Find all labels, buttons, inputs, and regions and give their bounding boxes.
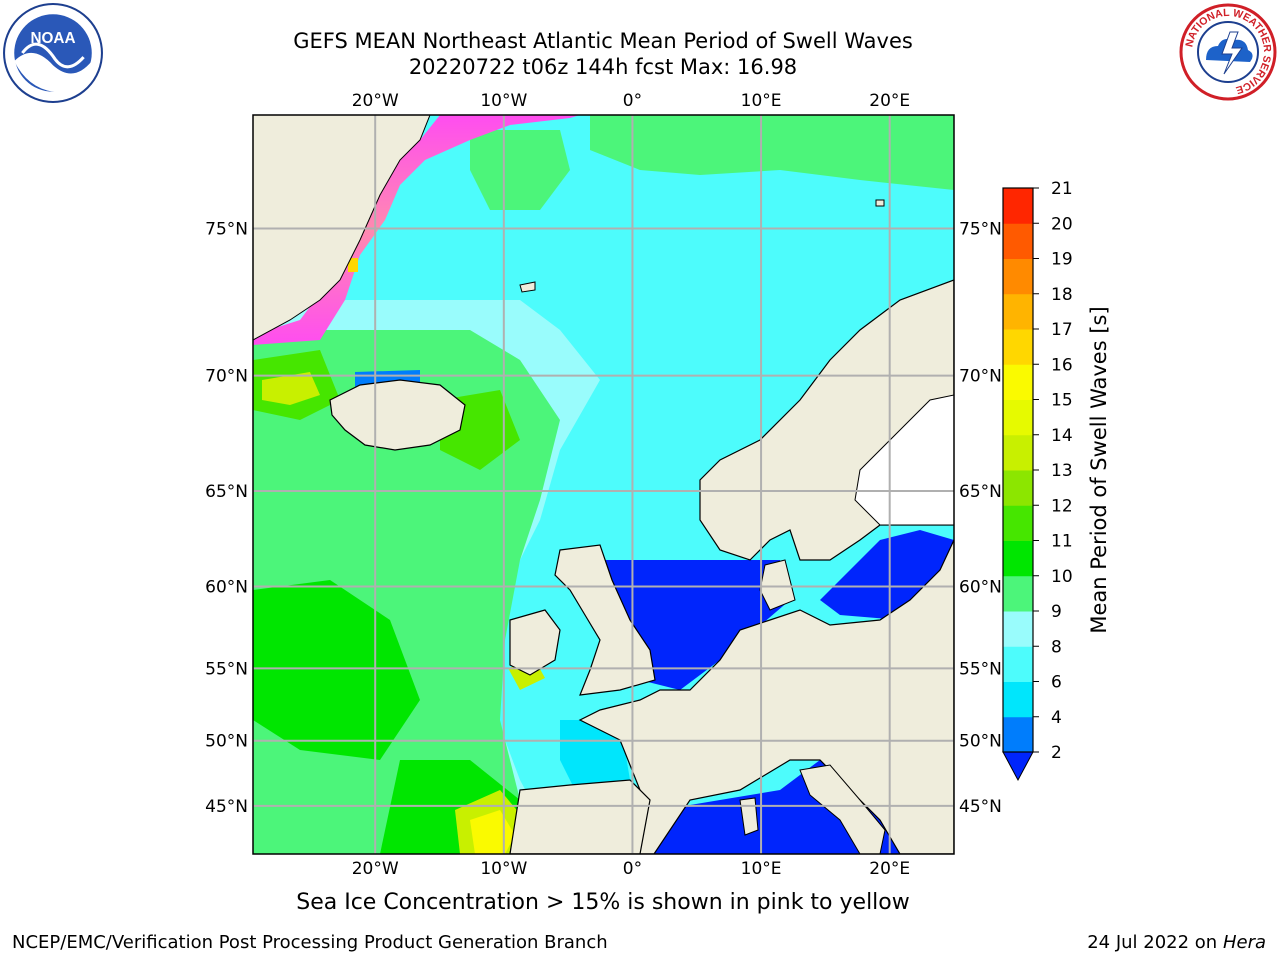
colorbar-tick-label: 8 <box>1051 637 1062 657</box>
lon-label-bottom: 10°E <box>741 859 782 879</box>
land-italy <box>799 764 886 854</box>
lon-label-top: 20°W <box>352 91 399 111</box>
colorbar-band <box>1003 470 1033 506</box>
colorbar-tick-label: 20 <box>1051 214 1073 234</box>
lat-label-left: 45°N <box>205 797 248 817</box>
colorbar-tick-label: 19 <box>1051 250 1073 270</box>
colorbar-label: Mean Period of Swell Waves [s] <box>1087 306 1111 633</box>
colorbar-tick-label: 10 <box>1051 567 1073 587</box>
map-frame <box>252 114 955 855</box>
gulf-of-bothnia <box>854 394 954 526</box>
swell-band-10-11-west <box>253 580 420 760</box>
land-europe <box>509 539 954 854</box>
colorbar-tick-label: 15 <box>1051 391 1073 411</box>
map-tick-labels: 20°W 20°W 10°W 10°W 0° 0° 10°E 10°E 20°E 20°E 75°N… <box>205 91 1002 879</box>
colorbar-band <box>1003 434 1033 471</box>
lon-label-bottom: 20°E <box>869 859 910 879</box>
nws-logo: NATIONAL WEATHER SERVICE <box>1179 3 1277 101</box>
colorbar-band <box>1003 505 1033 541</box>
colorbar-band <box>1003 329 1033 365</box>
lat-label-right: 75°N <box>959 219 1002 239</box>
colorbar-band <box>1003 364 1033 400</box>
colorbar-band <box>1003 681 1033 718</box>
lat-label-right: 50°N <box>959 732 1002 752</box>
colorbar-tick-label: 11 <box>1051 532 1073 552</box>
sea-ice-edge <box>253 115 580 345</box>
colorbar-band <box>1003 188 1033 224</box>
lat-label-right: 45°N <box>959 797 1002 817</box>
lat-label-left: 70°N <box>205 367 248 387</box>
colorbar: 2 4 6 8 9 10 11 12 13 14 15 16 17 18 19 20 21 <box>1002 179 1073 782</box>
lat-label-right: 55°N <box>959 659 1002 679</box>
lat-label-left: 75°N <box>205 219 248 239</box>
colorbar-band <box>1003 716 1033 753</box>
lat-label-left: 55°N <box>205 659 248 679</box>
land-iceland <box>329 379 466 451</box>
sea-ice-caption: Sea Ice Concentration > 15% is shown in … <box>296 890 910 915</box>
colorbar-tick-label: 16 <box>1051 355 1073 375</box>
lon-label-top: 20°E <box>869 91 910 111</box>
lat-label-left: 65°N <box>205 482 248 502</box>
lat-label-left: 60°N <box>205 577 248 597</box>
colorbar-band <box>1003 540 1033 577</box>
lon-label-bottom: 0° <box>623 859 642 879</box>
footer-host: Hera <box>1222 932 1266 953</box>
footer-credit: NCEP/EMC/Verification Post Processing Pr… <box>12 932 608 953</box>
colorbar-tick-label: 21 <box>1051 179 1073 199</box>
footer-date: 24 Jul 2022 on Hera <box>1087 932 1266 953</box>
lon-label-top: 10°E <box>741 91 782 111</box>
svg-text:NOAA: NOAA <box>31 30 76 47</box>
colorbar-extend-min <box>1002 751 1034 782</box>
noaa-logo: NOAA <box>3 3 103 103</box>
colorbar-band <box>1003 646 1033 682</box>
colorbar-tick-label: 14 <box>1051 426 1073 446</box>
colorbar-band <box>1003 293 1033 330</box>
colorbar-band <box>1003 611 1033 647</box>
map-title: GEFS MEAN Northeast Atlantic Mean Period… <box>293 29 913 53</box>
land-iberia <box>509 779 651 854</box>
lat-label-left: 50°N <box>205 732 248 752</box>
colorbar-tick-label: 4 <box>1051 708 1062 728</box>
colorbar-tick-label: 12 <box>1051 496 1073 516</box>
colorbar-band <box>1003 223 1033 259</box>
colorbar-tick-label: 6 <box>1051 673 1062 693</box>
colorbar-band <box>1003 575 1033 612</box>
colorbar-tick-label: 18 <box>1051 285 1073 305</box>
colorbar-band <box>1003 399 1033 436</box>
land-ireland <box>509 609 561 676</box>
colorbar-tick-label: 9 <box>1051 602 1062 622</box>
lat-label-right: 65°N <box>959 482 1002 502</box>
colorbar-tick-label: 13 <box>1051 461 1073 481</box>
lon-label-bottom: 10°W <box>480 859 527 879</box>
map-subtitle: 20220722 t06z 144h fcst Max: 16.98 <box>408 55 798 79</box>
colorbar-tick-label: 2 <box>1051 743 1062 763</box>
lon-label-top: 0° <box>623 91 642 111</box>
map-panel <box>253 115 954 854</box>
footer-date-text: 24 Jul 2022 on <box>1087 932 1223 953</box>
lon-label-top: 10°W <box>480 91 527 111</box>
map-gridlines <box>253 115 954 854</box>
lat-label-right: 70°N <box>959 367 1002 387</box>
swell-band-4-6-biscay <box>560 720 630 790</box>
colorbar-band <box>1003 258 1033 295</box>
colorbar-tick-label: 17 <box>1051 320 1073 340</box>
lat-label-right: 60°N <box>959 577 1002 597</box>
lon-label-bottom: 20°W <box>352 859 399 879</box>
